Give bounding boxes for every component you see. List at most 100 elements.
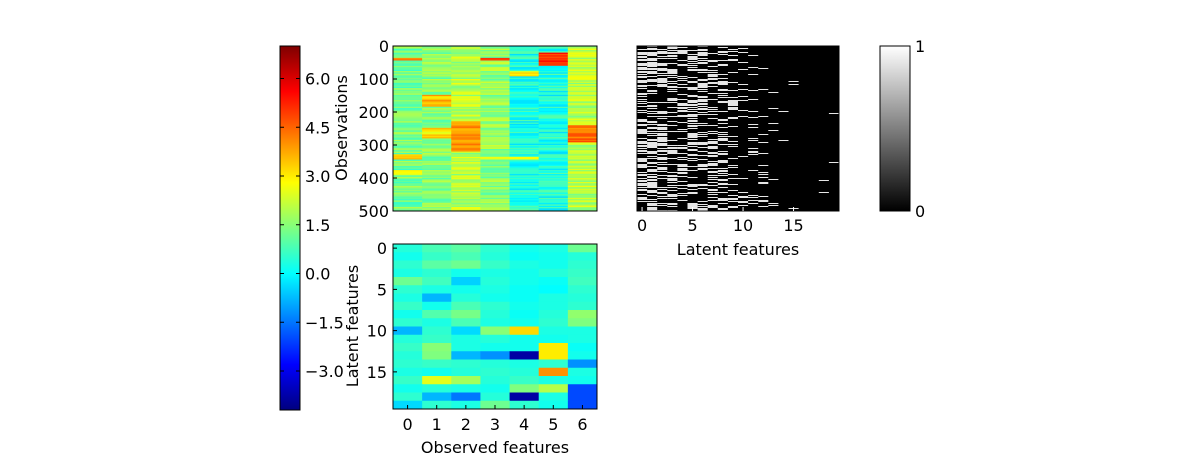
observations-heatmap-cell <box>567 67 598 69</box>
loadings-heatmap-cell <box>480 310 511 319</box>
binary-matrix-cell <box>717 83 728 84</box>
observations-heatmap-cell <box>567 174 598 176</box>
observations-heatmap-cell <box>538 77 569 80</box>
loadings-heatmap-cell <box>393 301 423 311</box>
observations-heatmap-cell <box>538 118 569 121</box>
observations-heatmap-cell <box>451 135 481 138</box>
binary-matrix-cell <box>667 180 678 181</box>
binary-matrix-cell <box>677 76 688 77</box>
binary-matrix-cell <box>657 159 668 160</box>
binary-matrix-cell <box>687 154 698 155</box>
binary-matrix-cell <box>657 134 668 135</box>
binary-matrix-cell <box>637 178 648 179</box>
observations-heatmap-cell <box>509 65 540 68</box>
observations-heatmap-cell <box>393 109 423 112</box>
observations-heatmap-cell <box>422 85 452 88</box>
binary-matrix-cell <box>697 147 708 148</box>
binary-matrix-cell <box>637 103 648 104</box>
binary-matrix-cell <box>697 210 708 211</box>
binary-matrix-cell <box>647 151 658 152</box>
observations-heatmap-cell <box>567 61 598 64</box>
observations-heatmap-cell <box>538 101 569 104</box>
binary-matrix-cell <box>697 166 708 167</box>
observations-heatmap-cell <box>393 79 423 81</box>
binary-matrix-cell <box>647 185 658 186</box>
observations-heatmap-cell <box>509 67 540 69</box>
binary-matrix-cell <box>697 114 708 115</box>
binary-matrix-cell <box>677 103 688 104</box>
observations-heatmap-cell <box>451 100 481 102</box>
binary-matrix-cell <box>647 176 658 177</box>
binary-matrix-cell <box>727 165 738 166</box>
loadings-heatmap-cell <box>422 334 452 344</box>
observations-heatmap-cell <box>451 56 481 59</box>
binary-matrix-cell <box>738 205 749 206</box>
binary-matrix-cell <box>647 182 658 183</box>
binary-matrix-cell <box>727 90 738 91</box>
binary-matrix-cell <box>687 126 698 127</box>
observations-heatmap-cell <box>480 155 511 158</box>
observations-heatmap-cell <box>567 168 598 171</box>
observations-heatmap-cell <box>480 121 511 124</box>
observations-heatmap-cell <box>567 139 598 142</box>
observations-heatmap-cell <box>567 123 598 126</box>
observations-heatmap-cell <box>509 160 540 163</box>
observations-heatmap-cell <box>509 89 540 92</box>
observations-heatmap-cell <box>422 65 452 68</box>
observations-heatmap-cell <box>422 175 452 178</box>
observations-heatmap-cell <box>480 72 511 75</box>
binary-matrix-cell <box>637 141 648 142</box>
observations-heatmap-cell <box>451 179 481 182</box>
binary-matrix-cell <box>647 162 658 163</box>
observations-heatmap-cell <box>393 134 423 137</box>
observations-heatmap-cell <box>509 203 540 205</box>
binary-matrix-cell <box>637 120 648 121</box>
binary-matrix-cell <box>717 160 728 161</box>
binary-matrix-cell <box>657 68 668 69</box>
observations-heatmap-cell <box>451 115 481 118</box>
loadings-heatmap-cell <box>451 359 481 369</box>
observations-heatmap-cell <box>393 65 423 68</box>
binary-matrix-cell <box>697 206 708 207</box>
observations-heatmap-cell <box>422 108 452 110</box>
observations-heatmap-cell <box>480 151 511 154</box>
binary-matrix-cell <box>727 144 738 145</box>
binary-matrix-cell <box>647 192 658 193</box>
observations-heatmap-cell <box>538 72 569 75</box>
binary-matrix-cell <box>677 104 688 105</box>
observations-heatmap-cell <box>451 166 481 168</box>
binary-matrix-cell <box>697 58 708 59</box>
binary-matrix-cell <box>647 166 658 167</box>
jet-colorbar-tick-label: 1.5 <box>305 216 330 235</box>
binary-matrix-cell <box>687 160 698 161</box>
loadings-heatmap-cell <box>393 367 423 377</box>
observations-heatmap-cell <box>567 110 598 113</box>
loadings-heatmap-cell <box>538 392 569 402</box>
binary-matrix-cell <box>637 125 648 126</box>
observations-heatmap-cell <box>422 147 452 150</box>
binary-matrix-cell <box>667 99 678 100</box>
observations-heatmap-cell <box>393 146 423 149</box>
binary-matrix-cell <box>677 138 688 139</box>
loadings-heatmap-cell <box>393 293 423 303</box>
binary-matrix-cell <box>647 135 658 136</box>
binary-matrix-cell <box>647 158 658 159</box>
binary-matrix-cell <box>667 196 678 197</box>
binary-matrix-cell <box>717 97 728 98</box>
binary-matrix-cell <box>727 105 738 106</box>
binary-matrix-cell <box>758 116 769 117</box>
observations-heatmap-cell <box>393 69 423 72</box>
binary-matrix-cell <box>707 163 718 164</box>
binary-matrix-cell <box>637 129 648 130</box>
binary-matrix-cell <box>667 58 678 59</box>
observations-heatmap-cell <box>567 77 598 80</box>
observations-heatmap-cell <box>451 174 481 176</box>
observations-heatmap-cell <box>422 185 452 188</box>
binary-matrix-x-tick-label: 0 <box>637 216 647 235</box>
binary-matrix-cell <box>647 113 658 114</box>
binary-matrix-cell <box>677 166 688 167</box>
observations-heatmap-cell <box>422 123 452 126</box>
observations-heatmap-cell <box>451 168 481 171</box>
binary-matrix-cell <box>657 113 668 114</box>
binary-matrix-cell <box>687 142 698 143</box>
